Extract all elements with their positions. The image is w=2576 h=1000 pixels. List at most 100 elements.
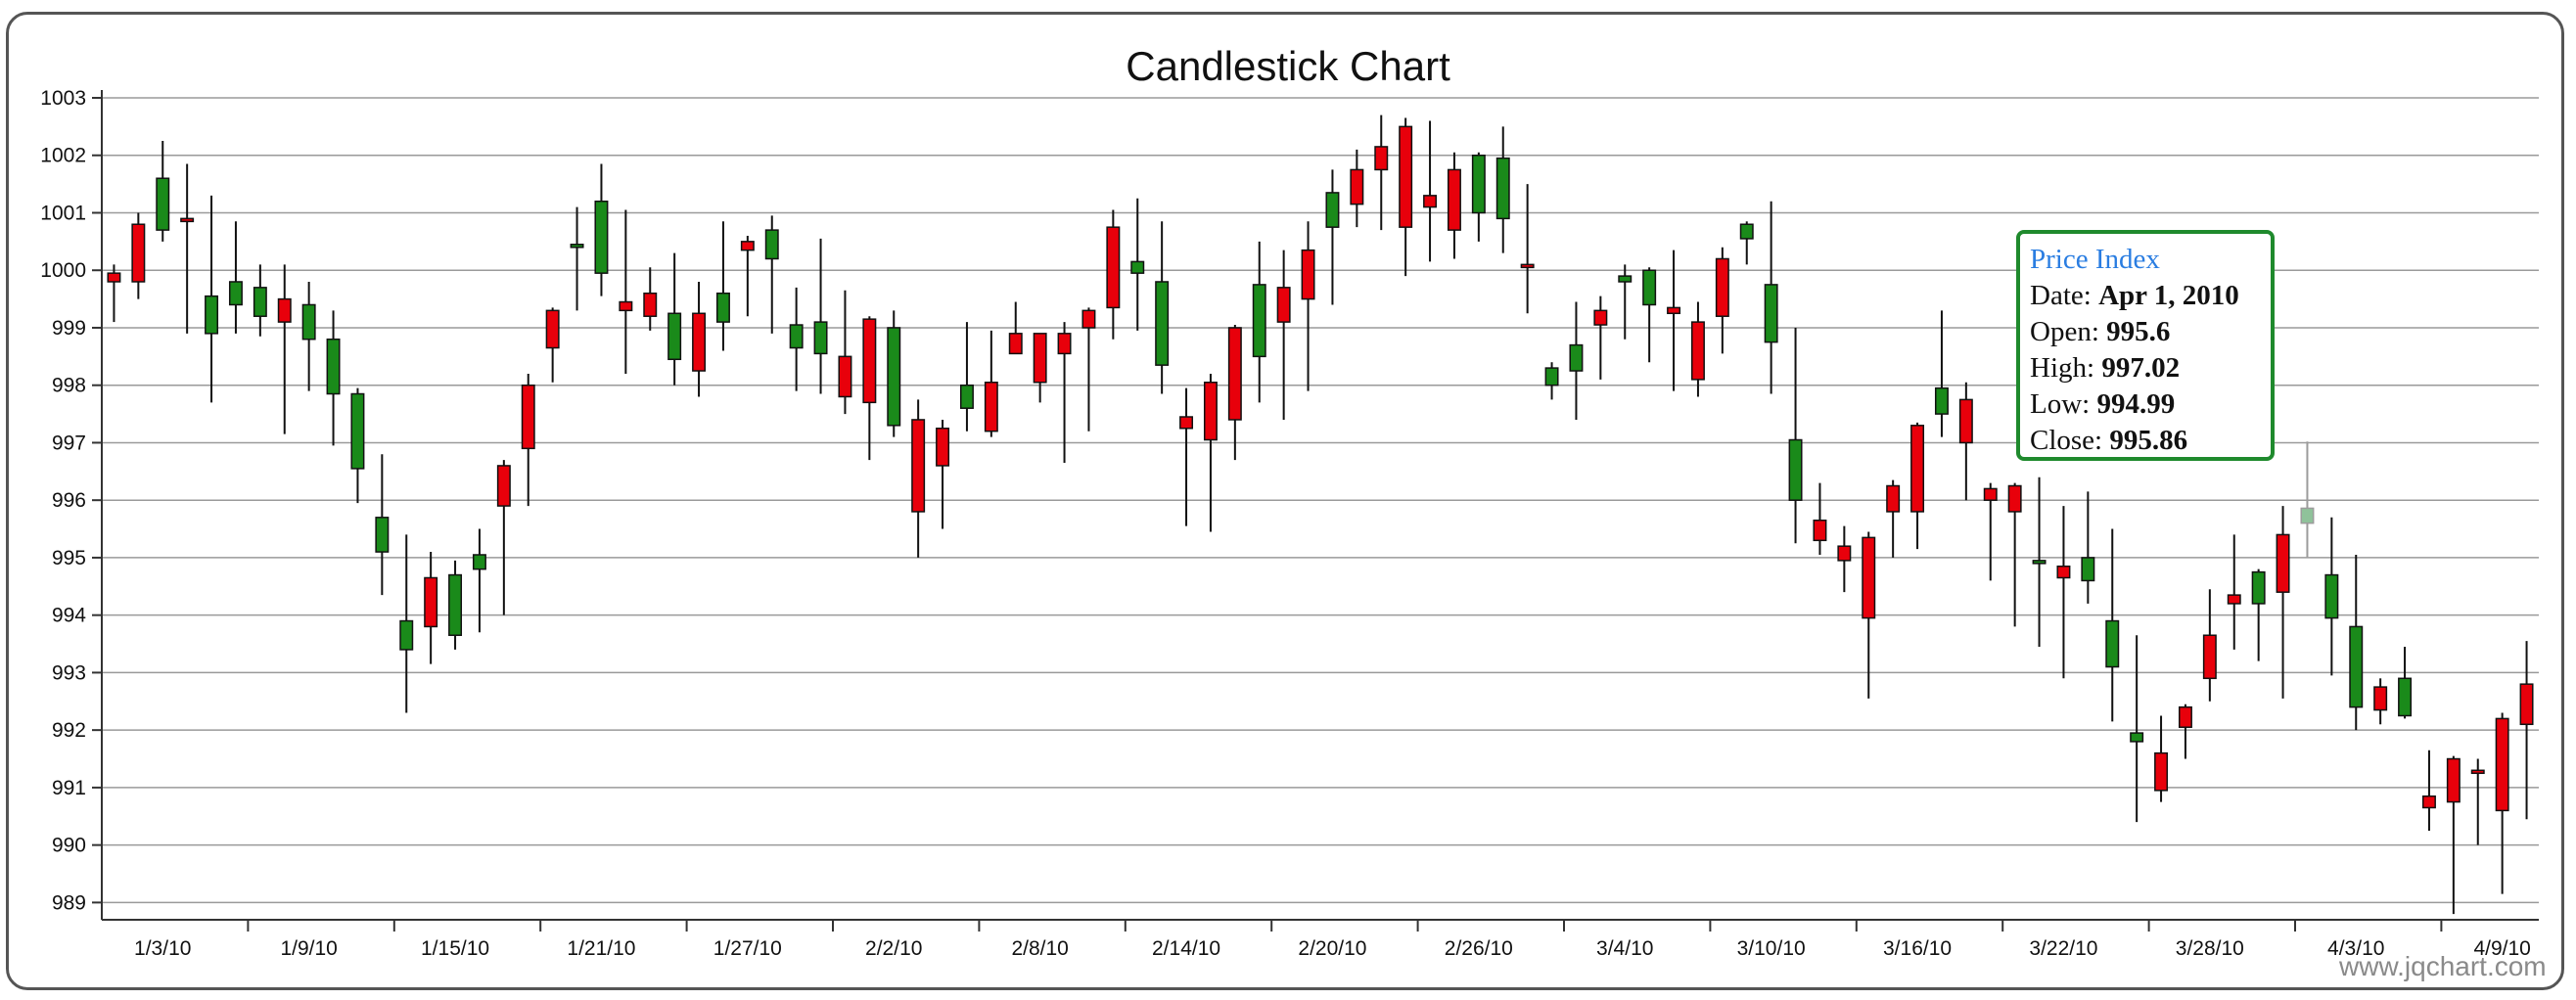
candle[interactable] xyxy=(1618,264,1633,340)
candle[interactable] xyxy=(1081,307,1096,432)
candle[interactable] xyxy=(2446,755,2461,915)
candle[interactable] xyxy=(1788,327,1803,544)
candle[interactable] xyxy=(424,552,438,664)
candle[interactable] xyxy=(1813,482,1827,555)
candle[interactable] xyxy=(1106,209,1121,340)
candle[interactable] xyxy=(2154,715,2169,802)
candle[interactable] xyxy=(2519,641,2534,820)
candle[interactable] xyxy=(2081,491,2095,604)
candle[interactable] xyxy=(862,316,877,461)
candle[interactable] xyxy=(1033,333,1047,403)
candle[interactable] xyxy=(1399,117,1413,277)
candle[interactable] xyxy=(1690,301,1705,397)
candle[interactable] xyxy=(594,163,609,296)
candle[interactable] xyxy=(764,215,779,334)
candle[interactable] xyxy=(1667,250,1681,391)
candle[interactable] xyxy=(1130,198,1145,331)
candle[interactable] xyxy=(448,560,463,650)
candle[interactable] xyxy=(1203,373,1218,532)
candle[interactable] xyxy=(813,238,828,394)
candle[interactable] xyxy=(253,264,267,337)
candle[interactable] xyxy=(959,322,974,432)
candle[interactable] xyxy=(472,528,486,633)
candle[interactable] xyxy=(107,264,121,323)
candle[interactable] xyxy=(1423,120,1438,262)
candle[interactable] xyxy=(1155,221,1170,394)
candle[interactable] xyxy=(545,307,560,383)
candle[interactable] xyxy=(911,399,926,558)
candle[interactable] xyxy=(2202,589,2217,702)
candle[interactable] xyxy=(1495,126,1510,253)
candle[interactable] xyxy=(1276,250,1291,420)
candle[interactable] xyxy=(1739,221,1754,265)
candle[interactable] xyxy=(1862,531,1876,699)
candle[interactable] xyxy=(2421,750,2436,831)
candle[interactable] xyxy=(131,212,146,299)
candle[interactable] xyxy=(838,290,852,415)
candle[interactable] xyxy=(1325,169,1340,305)
candle[interactable] xyxy=(1471,152,1486,242)
candle[interactable] xyxy=(2470,758,2485,845)
candle[interactable] xyxy=(1179,387,1194,526)
candle[interactable] xyxy=(643,267,658,331)
candle[interactable] xyxy=(1008,301,1023,355)
candle[interactable] xyxy=(2251,568,2266,661)
candle[interactable] xyxy=(1958,382,1973,501)
candle[interactable] xyxy=(740,235,755,317)
candle[interactable] xyxy=(2300,441,2315,559)
candle[interactable] xyxy=(2032,477,2047,647)
candle[interactable] xyxy=(887,310,901,437)
candle[interactable] xyxy=(326,310,341,446)
candle[interactable] xyxy=(570,206,584,311)
candle[interactable] xyxy=(2495,712,2509,894)
candle[interactable] xyxy=(1934,310,1949,437)
candle[interactable] xyxy=(1593,295,1608,380)
candle[interactable] xyxy=(205,195,219,403)
candle[interactable] xyxy=(2373,678,2388,725)
candle[interactable] xyxy=(2349,554,2364,731)
candle[interactable] xyxy=(301,281,316,391)
candle[interactable] xyxy=(1715,247,1729,354)
candle[interactable] xyxy=(2178,704,2192,759)
candle[interactable] xyxy=(399,534,414,713)
candle[interactable] xyxy=(1886,479,1901,558)
candle[interactable] xyxy=(789,287,804,391)
candle[interactable] xyxy=(619,209,633,374)
candle[interactable] xyxy=(2227,534,2241,650)
candle[interactable] xyxy=(984,330,998,437)
candle[interactable] xyxy=(1642,267,1657,363)
candle[interactable] xyxy=(1569,301,1584,420)
candle[interactable] xyxy=(1252,241,1266,403)
candle[interactable] xyxy=(2007,482,2022,627)
candle[interactable] xyxy=(375,454,390,596)
candle[interactable] xyxy=(1301,221,1315,391)
candle[interactable] xyxy=(715,221,730,351)
candle[interactable] xyxy=(228,221,243,334)
candle[interactable] xyxy=(1837,525,1852,593)
candle[interactable] xyxy=(156,141,170,242)
candle[interactable] xyxy=(1227,325,1242,461)
candle[interactable] xyxy=(692,281,707,397)
candle[interactable] xyxy=(667,252,682,386)
candle[interactable] xyxy=(1764,201,1778,394)
candle[interactable] xyxy=(2398,646,2413,719)
candle[interactable] xyxy=(1520,184,1535,314)
candle[interactable] xyxy=(1544,362,1559,400)
candle[interactable] xyxy=(1057,322,1072,464)
candle[interactable] xyxy=(2276,506,2290,699)
candle[interactable] xyxy=(180,163,195,334)
candle[interactable] xyxy=(1350,149,1364,228)
candle[interactable] xyxy=(936,419,950,529)
candle[interactable] xyxy=(1447,152,1461,259)
candle[interactable] xyxy=(496,460,511,615)
candles[interactable] xyxy=(107,114,2534,915)
candle[interactable] xyxy=(277,264,292,434)
candle[interactable] xyxy=(2130,635,2144,823)
candle[interactable] xyxy=(1374,114,1389,231)
candle[interactable] xyxy=(521,373,535,507)
candle[interactable] xyxy=(1910,422,1925,550)
candle[interactable] xyxy=(1983,482,1998,581)
candle[interactable] xyxy=(2324,517,2339,676)
candle[interactable] xyxy=(2105,528,2120,722)
